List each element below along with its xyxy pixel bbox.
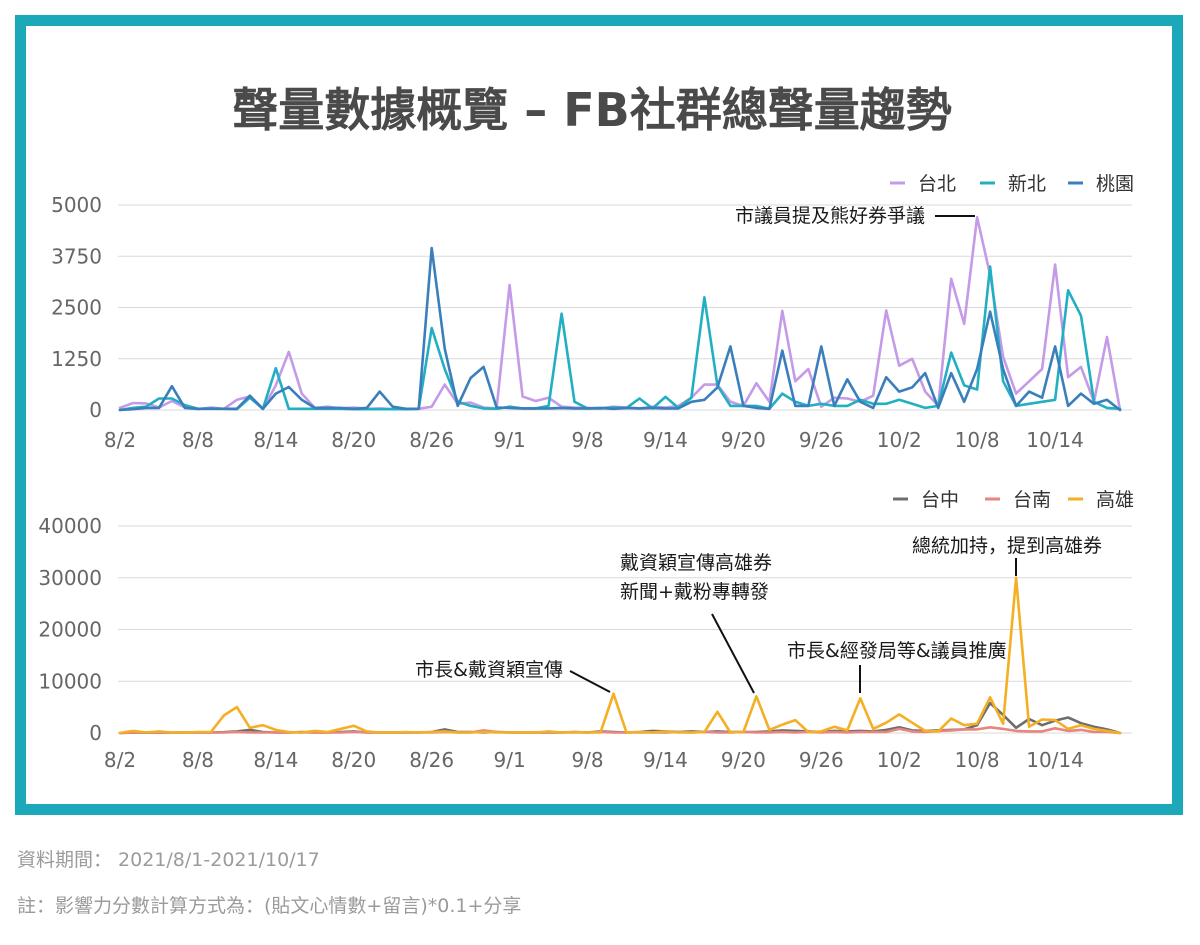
x-tick-label: 8/2 bbox=[104, 748, 136, 772]
x-tick-label: 10/14 bbox=[1026, 748, 1084, 772]
legend-item: 新北 bbox=[980, 173, 1046, 195]
y-tick-label: 5000 bbox=[51, 193, 102, 217]
annotation-leader-line bbox=[569, 670, 611, 693]
x-tick-label: 9/26 bbox=[799, 748, 844, 772]
x-tick-label: 9/20 bbox=[721, 428, 766, 452]
annotation: 戴資穎宣傳高雄券 新聞+戴粉專轉發 bbox=[620, 552, 772, 694]
y-tick-label: 10000 bbox=[38, 669, 102, 693]
y-tick-label: 20000 bbox=[38, 618, 102, 642]
legend-label: 台中 bbox=[921, 489, 959, 511]
x-tick-label: 9/8 bbox=[571, 428, 603, 452]
annotation: 市長&戴資穎宣傳 bbox=[415, 659, 611, 693]
x-tick-label: 10/8 bbox=[955, 748, 1000, 772]
top-line-chart: 0 1250 2500 3750 5000 8/2 8/8 8/14 8/20 8/26 9/1 9/… bbox=[51, 173, 1134, 452]
legend: 台北 新北 桃園 bbox=[890, 173, 1134, 195]
plot-area: 0 10000 20000 30000 40000 8/2 8/8 8/14 8/20 8/26 9… bbox=[38, 489, 1134, 772]
page-title: 聲量數據概覽 – FB社群總聲量趨勢 bbox=[232, 83, 952, 137]
annotation: 總統加持，提到高雄券 bbox=[912, 535, 1102, 576]
x-tick-label: 8/20 bbox=[331, 748, 376, 772]
y-tick-label: 40000 bbox=[38, 514, 102, 538]
y-tick-label: 0 bbox=[89, 398, 102, 422]
annotation-label: 市議員提及熊好券爭議 bbox=[735, 205, 925, 227]
legend-label: 桃園 bbox=[1096, 173, 1134, 195]
x-tick-label: 10/14 bbox=[1026, 428, 1084, 452]
series-line-1 bbox=[118, 216, 1122, 412]
x-tick-label: 9/14 bbox=[643, 428, 688, 452]
legend-item: 高雄 bbox=[1068, 489, 1134, 511]
x-tick-label: 10/8 bbox=[955, 428, 1000, 452]
annotation: 市長&經發局等&議員推廣 bbox=[787, 640, 1007, 693]
x-tick-label: 8/8 bbox=[182, 428, 214, 452]
x-tick-label: 9/1 bbox=[494, 748, 526, 772]
data-period-note: 資料期間： 2021/8/1-2021/10/17 bbox=[17, 849, 320, 871]
x-tick-label: 8/2 bbox=[104, 428, 136, 452]
x-tick-label: 9/26 bbox=[799, 428, 844, 452]
y-tick-label: 1250 bbox=[51, 347, 102, 371]
annotation-label-line-1: 戴資穎宣傳高雄券 bbox=[620, 552, 772, 574]
legend-item: 台南 bbox=[985, 489, 1051, 511]
x-tick-label: 8/14 bbox=[253, 428, 298, 452]
legend-label: 台南 bbox=[1013, 489, 1051, 511]
legend-label: 高雄 bbox=[1096, 489, 1134, 511]
x-tick-label: 8/14 bbox=[253, 748, 298, 772]
x-tick-label: 9/14 bbox=[643, 748, 688, 772]
x-tick-label: 8/26 bbox=[409, 428, 454, 452]
legend-label: 台北 bbox=[918, 173, 956, 195]
y-tick-label: 2500 bbox=[51, 296, 102, 320]
annotation: 市議員提及熊好券爭議 bbox=[735, 205, 975, 227]
plot-area: 0 1250 2500 3750 5000 8/2 8/8 8/14 8/20 8/26 9/1 9/… bbox=[51, 173, 1134, 452]
x-tick-label: 9/20 bbox=[721, 748, 766, 772]
x-tick-label: 9/8 bbox=[571, 748, 603, 772]
legend-item: 台中 bbox=[893, 489, 959, 511]
x-tick-label: 10/2 bbox=[877, 428, 922, 452]
score-formula-note: 註：影響力分數計算方式為：(貼文心情數+留言)*0.1+分享 bbox=[17, 895, 522, 917]
grid bbox=[118, 204, 1132, 411]
series-line-3 bbox=[118, 246, 1122, 412]
legend: 台中 台南 高雄 bbox=[893, 489, 1134, 511]
series-line-3 bbox=[118, 576, 1122, 735]
y-tick-label: 0 bbox=[89, 721, 102, 745]
x-tick-label: 9/1 bbox=[494, 428, 526, 452]
x-tick-label: 8/8 bbox=[182, 748, 214, 772]
annotation-leader-line bbox=[711, 613, 755, 694]
bottom-line-chart: 0 10000 20000 30000 40000 8/2 8/8 8/14 8/20 8/26 9… bbox=[38, 489, 1134, 772]
x-tick-label: 8/20 bbox=[331, 428, 376, 452]
annotation-label: 總統加持，提到高雄券 bbox=[912, 535, 1102, 557]
x-tick-label: 8/26 bbox=[409, 748, 454, 772]
annotation-label-line-2: 新聞+戴粉專轉發 bbox=[620, 581, 769, 603]
legend-item: 桃園 bbox=[1068, 173, 1134, 195]
y-tick-label: 3750 bbox=[51, 244, 102, 268]
y-tick-label: 30000 bbox=[38, 566, 102, 590]
annotation-label: 市長&戴資穎宣傳 bbox=[415, 659, 563, 681]
legend-item: 台北 bbox=[890, 173, 956, 195]
legend-label: 新北 bbox=[1008, 173, 1046, 195]
annotation-label: 市長&經發局等&議員推廣 bbox=[787, 640, 1007, 662]
x-tick-label: 10/2 bbox=[877, 748, 922, 772]
